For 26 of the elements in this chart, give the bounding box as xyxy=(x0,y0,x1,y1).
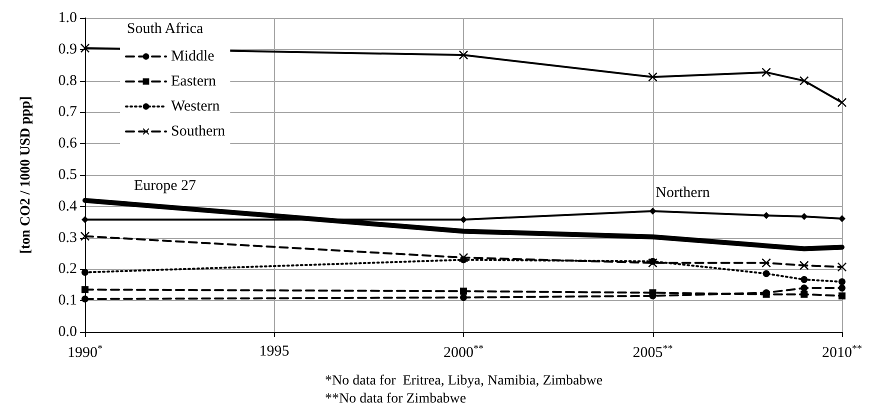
text: *No data for Eritrea, Libya, Namibia, Zimbabwe xyxy=(325,374,603,388)
y-axis-title: [ton CO2 / 1000 USD ppp] xyxy=(18,96,34,254)
legend-label: Southern xyxy=(171,124,226,140)
y-tick-label: 0.7 xyxy=(58,104,78,120)
legend-label: Eastern xyxy=(171,74,216,90)
y-tick-label: 0.5 xyxy=(58,167,77,183)
x-tick-label: 1995 xyxy=(259,344,290,360)
y-tick-label: 0.0 xyxy=(58,324,77,340)
legend-label: Western xyxy=(171,98,220,114)
series-label: Northern xyxy=(656,185,710,202)
y-tick-label: 0.9 xyxy=(58,41,77,58)
y-tick-label: 0.4 xyxy=(58,198,78,214)
x-tick-label: 2005** xyxy=(632,344,673,361)
series-label: South Africa xyxy=(126,21,204,38)
x-tick-label: 1990* xyxy=(68,344,102,361)
x-tick-label: 2010** xyxy=(822,344,862,361)
y-tick-label: 0.1 xyxy=(58,292,77,309)
y-tick-label: 0.2 xyxy=(58,261,77,278)
y-tick-label: 0.8 xyxy=(58,72,77,89)
text: **No data for Zimbabwe xyxy=(325,392,466,406)
y-tick-label: 0.3 xyxy=(58,230,77,246)
y-tick-label: 1.0 xyxy=(58,10,77,26)
series-label: Europe 27 xyxy=(134,178,197,194)
legend-label: Middle xyxy=(171,48,215,64)
y-tick-label: 0.6 xyxy=(58,136,78,152)
x-tick-label: 2000** xyxy=(444,344,484,361)
